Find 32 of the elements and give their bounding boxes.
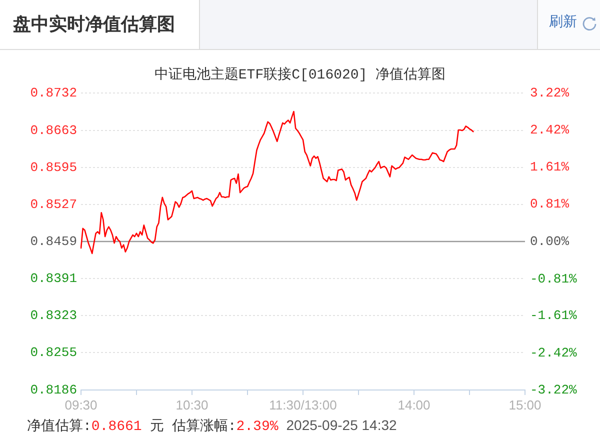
y2-tick-label: 0.81% [530,196,570,212]
text: 刷新 [549,13,577,31]
x-tick-label: 15:00 [508,397,542,412]
y2-tick-label: -1.61% [530,308,578,324]
text: 估算涨幅: [172,419,236,435]
y-tick-label: 0.8459 [30,234,77,249]
x-tick-label: 14:00 [398,397,430,412]
text: 0.8661 [91,419,142,435]
y-tick-label: 0.8186 [30,382,77,398]
y-tick-label: 0.8527 [30,196,77,212]
x-tick-label: 11:30/13:00 [269,397,337,412]
y2-tick-label: 3.22% [530,85,570,100]
text: 净值估算: [27,419,92,435]
y2-tick-label: -0.81% [530,271,578,286]
text: 2.39% [236,419,278,435]
x-tick-label: 09:30 [64,397,98,412]
y-tick-label: 0.8732 [30,85,77,100]
y2-tick-label: 1.61% [530,160,570,175]
y-tick-label: 0.8663 [30,122,77,138]
y-tick-label: 0.8391 [30,270,78,286]
y-tick-label: 0.8595 [30,160,77,175]
y-tick-label: 0.8255 [30,344,77,360]
y-tick-label: 0.8323 [30,308,77,323]
chart-title: 盘中实时净值估算图 [13,13,175,36]
y2-tick-label: -3.22% [530,382,578,398]
text: 元 [150,419,164,435]
x-tick-label: 10:30 [176,397,208,412]
y2-tick-label: -2.42% [530,346,578,361]
text: 2025-09-25 14:32 [286,417,397,433]
y2-tick-label: 2.42% [530,122,570,138]
y2-tick-label: 0.00% [530,234,570,249]
chart-subtitle: 中证电池主题ETF联接C[016020] 净值估算图 [154,66,446,84]
